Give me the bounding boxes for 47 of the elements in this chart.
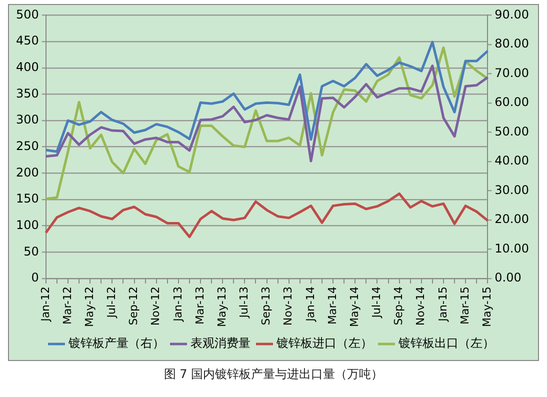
x-tick-label: Jan-13 bbox=[171, 286, 184, 322]
x-tick-label: May-13 bbox=[215, 286, 228, 327]
x-tick-label: May-12 bbox=[82, 286, 96, 327]
x-tick-label: Mar-15 bbox=[458, 286, 472, 325]
y-tick-label: 150 bbox=[16, 192, 39, 206]
legend-label: 镀锌板出口（左） bbox=[398, 336, 494, 350]
y2-tick-label: 20.00 bbox=[494, 212, 530, 226]
legend-label: 镀锌板产量（右） bbox=[68, 336, 164, 350]
legend-label: 镀锌板进口（左） bbox=[276, 336, 372, 350]
y2-tick-label: 0.00 bbox=[494, 270, 522, 285]
x-tick-label: Sep-13 bbox=[260, 286, 273, 326]
y2-tick-label: 30.00 bbox=[494, 182, 530, 197]
y-tick-label: 100 bbox=[16, 218, 39, 232]
y-tick-label: 0 bbox=[31, 270, 39, 285]
y2-tick-label: 10.00 bbox=[494, 241, 530, 256]
x-tick-label: Mar-14 bbox=[326, 286, 339, 325]
y2-tick-label: 70.00 bbox=[494, 66, 530, 80]
x-tick-label: May-15 bbox=[480, 286, 494, 327]
x-tick-label: May-14 bbox=[348, 286, 361, 327]
x-tick-label: Mar-12 bbox=[60, 286, 74, 325]
x-tick-label: Jul-12 bbox=[105, 286, 118, 319]
y-tick-label: 500 bbox=[16, 7, 39, 22]
legend-label: 表观消费量 bbox=[190, 336, 250, 350]
y-tick-label: 250 bbox=[16, 138, 39, 153]
y2-tick-label: 40.00 bbox=[494, 154, 530, 168]
x-tick-label: Jan-14 bbox=[304, 286, 317, 322]
x-tick-label: Jan-15 bbox=[436, 286, 450, 322]
x-tick-label: Jul-13 bbox=[238, 286, 251, 319]
x-tick-label: Sep-12 bbox=[127, 286, 140, 326]
x-tick-label: Sep-14 bbox=[392, 286, 406, 326]
x-tick-label: Nov-14 bbox=[414, 286, 428, 326]
x-tick-label: Mar-13 bbox=[193, 286, 206, 325]
y2-tick-label: 90.00 bbox=[494, 7, 530, 22]
y-tick-label: 350 bbox=[16, 86, 39, 100]
text: 图 7 国内镀锌板产量与进出口量（万吨） bbox=[162, 366, 384, 383]
x-tick-label: Jul-14 bbox=[370, 286, 384, 319]
y2-tick-label: 60.00 bbox=[494, 95, 530, 110]
y-tick-label: 400 bbox=[16, 60, 39, 74]
y-tick-label: 450 bbox=[16, 34, 39, 48]
y2-tick-label: 50.00 bbox=[494, 124, 530, 138]
y-tick-label: 300 bbox=[16, 112, 39, 127]
x-tick-label: Nov-12 bbox=[149, 286, 162, 326]
x-tick-label: Jan-12 bbox=[38, 286, 52, 322]
y-tick-label: 50 bbox=[24, 244, 39, 258]
y2-tick-label: 80.00 bbox=[494, 36, 530, 51]
y-tick-label: 200 bbox=[16, 165, 39, 180]
x-tick-label: Nov-13 bbox=[282, 286, 295, 326]
